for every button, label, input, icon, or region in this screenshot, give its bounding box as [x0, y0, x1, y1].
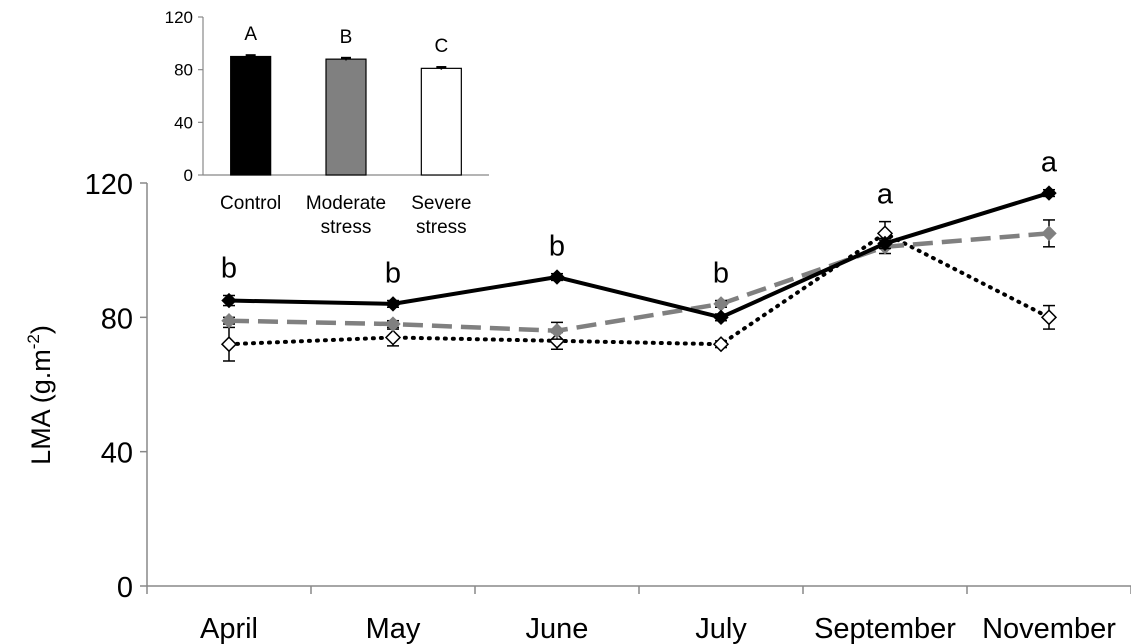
- series-2: [221, 219, 1057, 340]
- y-axis-label: LMA (g.m-2): [24, 325, 56, 465]
- x-tick-label: June: [526, 613, 589, 644]
- data-point: [1041, 185, 1057, 201]
- series-3: [220, 220, 1058, 362]
- x-tick-label: April: [200, 613, 258, 644]
- inset-x-tick-label: Control: [220, 193, 281, 214]
- inset-y-tick-label: 120: [165, 8, 193, 27]
- x-tick-label: May: [366, 613, 421, 644]
- data-point: [384, 329, 402, 346]
- data-point: [1041, 225, 1057, 242]
- x-tick-label: November: [982, 613, 1116, 644]
- inset-x-tick-label: Moderate: [306, 193, 386, 214]
- data-point: [220, 336, 238, 353]
- y-tick-label: 40: [101, 438, 133, 470]
- significance-letter: b: [221, 253, 237, 285]
- x-tick-label: July: [695, 613, 747, 644]
- inset-bar: [325, 58, 367, 176]
- significance-letter: a: [877, 179, 894, 211]
- significance-letter: b: [549, 231, 565, 263]
- data-point: [221, 312, 237, 329]
- inset-significance-letter: B: [340, 27, 353, 48]
- data-point: [549, 269, 565, 285]
- significance-letter: b: [713, 258, 729, 290]
- data-point: [385, 316, 401, 332]
- data-point: [712, 336, 730, 353]
- x-tick-label: September: [814, 613, 956, 644]
- inset-significance-letter: C: [434, 36, 448, 57]
- data-point: [713, 309, 729, 326]
- series-line: [228, 191, 1050, 320]
- significance-letter: a: [1041, 147, 1058, 179]
- data-point: [877, 235, 893, 252]
- series-line: [228, 231, 1050, 334]
- data-point: [549, 323, 565, 339]
- y-tick-label: 0: [117, 572, 133, 604]
- data-point: [385, 296, 401, 312]
- y-tick-label: 120: [85, 169, 133, 201]
- data-point: [221, 292, 237, 309]
- inset-bar: [230, 55, 272, 176]
- series-1: [221, 185, 1057, 326]
- y-tick-label: 80: [101, 303, 133, 335]
- data-point: [713, 296, 729, 312]
- inset-y-tick-label: 0: [184, 166, 193, 185]
- inset-y-tick-label: 80: [174, 61, 193, 80]
- series-line: [227, 231, 1051, 347]
- inset-x-tick-label: stress: [416, 217, 467, 238]
- significance-letter: b: [385, 258, 401, 290]
- inset-x-tick-label: Severe: [411, 193, 471, 214]
- inset-x-tick-label: stress: [321, 217, 372, 238]
- inset-y-tick-label: 40: [174, 113, 193, 132]
- data-point: [1040, 309, 1058, 326]
- inset-significance-letter: A: [244, 24, 257, 45]
- inset-bar-chart: 0 40 80 120 A Control B Moderate stress C Severe st…: [165, 8, 489, 238]
- main-line-chart: 0 40 80 120 April May June July September Novembe…: [24, 147, 1131, 644]
- inset-bar: [420, 67, 462, 176]
